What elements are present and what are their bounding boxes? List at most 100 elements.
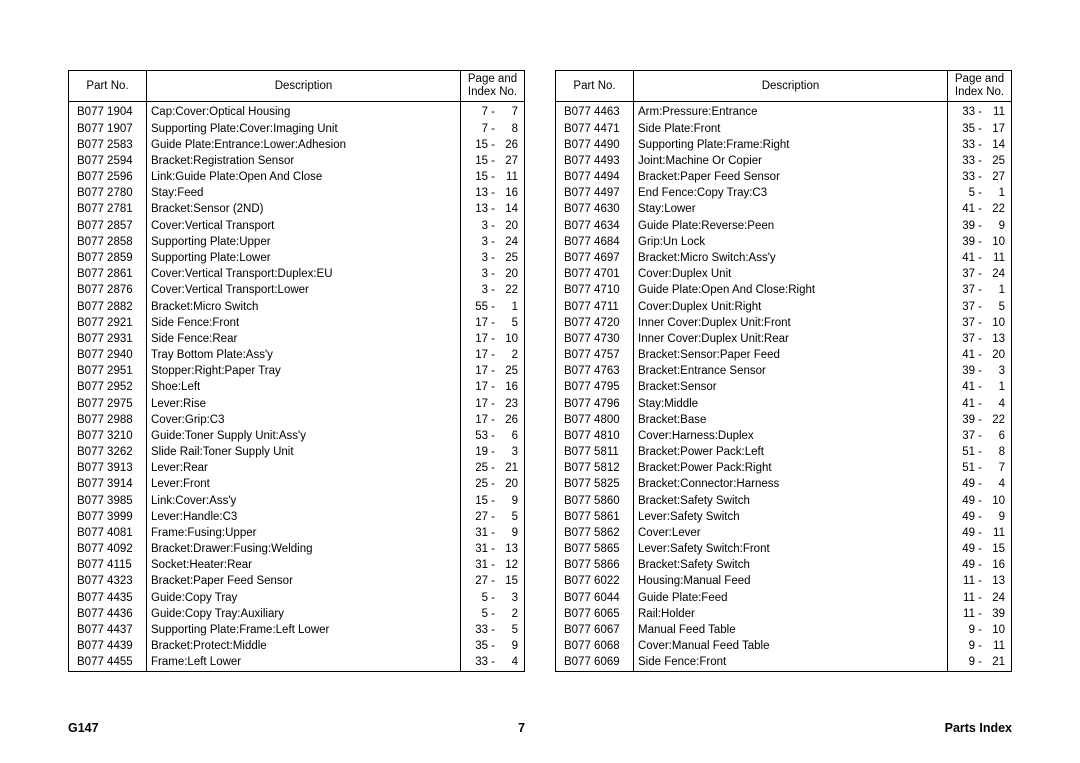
cell-partno: B077 6068 (556, 639, 634, 655)
cell-page-index: 3-20 (461, 267, 525, 283)
cell-page-index: 41-4 (948, 396, 1012, 412)
cell-page-index: 27-15 (461, 574, 525, 590)
cell-page-index: 39-22 (948, 412, 1012, 428)
cell-description: Cover:Duplex Unit:Right (634, 299, 948, 315)
table-header-row: Part No. Description Page and Index No. (69, 71, 525, 102)
cell-page-index: 9-11 (948, 639, 1012, 655)
cell-description: Joint:Machine Or Copier (634, 153, 948, 169)
table-row: B077 4697Bracket:Micro Switch:Ass'y41-11 (556, 250, 1012, 266)
cell-description: Cover:Vertical Transport:Lower (147, 283, 461, 299)
cell-page-index: 15-9 (461, 493, 525, 509)
cell-description: Bracket:Safety Switch (634, 493, 948, 509)
cell-partno: B077 5811 (556, 445, 634, 461)
cell-page-index: 25-20 (461, 477, 525, 493)
cell-page-index: 11-13 (948, 574, 1012, 590)
header-pageidx: Page and Index No. (948, 71, 1012, 102)
table-row: B077 2861Cover:Vertical Transport:Duplex… (69, 267, 525, 283)
table-row: B077 4463Arm:Pressure:Entrance33-11 (556, 102, 1012, 121)
cell-description: Supporting Plate:Frame:Left Lower (147, 622, 461, 638)
table-row: B077 4711Cover:Duplex Unit:Right37-5 (556, 299, 1012, 315)
cell-description: Side Fence:Rear (147, 331, 461, 347)
cell-description: Lever:Rise (147, 396, 461, 412)
cell-partno: B077 6044 (556, 590, 634, 606)
cell-description: Side Plate:Front (634, 121, 948, 137)
table-row: B077 3985Link:Cover:Ass'y15-9 (69, 493, 525, 509)
cell-page-index: 49-11 (948, 525, 1012, 541)
table-row: B077 2940Tray Bottom Plate:Ass'y17-2 (69, 348, 525, 364)
cell-partno: B077 3985 (69, 493, 147, 509)
cell-partno: B077 4493 (556, 153, 634, 169)
cell-partno: B077 2952 (69, 380, 147, 396)
cell-description: Supporting Plate:Lower (147, 250, 461, 266)
table-row: B077 2876Cover:Vertical Transport:Lower3… (69, 283, 525, 299)
cell-description: Arm:Pressure:Entrance (634, 102, 948, 121)
cell-description: Guide Plate:Open And Close:Right (634, 283, 948, 299)
table-row: B077 5812Bracket:Power Pack:Right51-7 (556, 461, 1012, 477)
table-row: B077 4436Guide:Copy Tray:Auxiliary5-2 (69, 606, 525, 622)
cell-page-index: 35-17 (948, 121, 1012, 137)
cell-description: Stopper:Right:Paper Tray (147, 364, 461, 380)
cell-description: Grip:Un Lock (634, 234, 948, 250)
cell-partno: B077 6069 (556, 655, 634, 672)
cell-partno: B077 4463 (556, 102, 634, 121)
cell-partno: B077 4710 (556, 283, 634, 299)
cell-partno: B077 4711 (556, 299, 634, 315)
table-row: B077 4701Cover:Duplex Unit37-24 (556, 267, 1012, 283)
cell-page-index: 37-6 (948, 428, 1012, 444)
cell-description: Lever:Safety Switch:Front (634, 542, 948, 558)
left-column: Part No. Description Page and Index No. … (68, 70, 525, 672)
cell-description: Guide Plate:Feed (634, 590, 948, 606)
cell-partno: B077 4439 (69, 639, 147, 655)
cell-description: Cap:Cover:Optical Housing (147, 102, 461, 121)
cell-page-index: 15-27 (461, 153, 525, 169)
header-pageidx-line2: Index No. (955, 86, 1004, 98)
cell-description: Cover:Vertical Transport (147, 218, 461, 234)
cell-page-index: 33-25 (948, 153, 1012, 169)
cell-page-index: 9-10 (948, 622, 1012, 638)
page-content: Part No. Description Page and Index No. … (0, 0, 1080, 672)
cell-partno: B077 3913 (69, 461, 147, 477)
table-row: B077 4800Bracket:Base39-22 (556, 412, 1012, 428)
table-row: B077 6069Side Fence:Front9-21 (556, 655, 1012, 672)
cell-page-index: 49-4 (948, 477, 1012, 493)
cell-description: Stay:Middle (634, 396, 948, 412)
cell-page-index: 49-16 (948, 558, 1012, 574)
cell-description: Lever:Rear (147, 461, 461, 477)
cell-description: Cover:Vertical Transport:Duplex:EU (147, 267, 461, 283)
table-row: B077 3262Slide Rail:Toner Supply Unit19-… (69, 445, 525, 461)
cell-description: Manual Feed Table (634, 622, 948, 638)
table-row: B077 2882Bracket:Micro Switch55-1 (69, 299, 525, 315)
header-desc: Description (634, 71, 948, 102)
cell-partno: B077 4494 (556, 170, 634, 186)
table-row: B077 4795Bracket:Sensor41-1 (556, 380, 1012, 396)
cell-page-index: 55-1 (461, 299, 525, 315)
cell-partno: B077 4436 (69, 606, 147, 622)
cell-partno: B077 2940 (69, 348, 147, 364)
cell-description: Inner Cover:Duplex Unit:Front (634, 315, 948, 331)
cell-partno: B077 4763 (556, 364, 634, 380)
table-row: B077 2781Bracket:Sensor (2ND)13-14 (69, 202, 525, 218)
cell-page-index: 7-8 (461, 121, 525, 137)
cell-partno: B077 4490 (556, 137, 634, 153)
cell-partno: B077 4720 (556, 315, 634, 331)
cell-page-index: 17-16 (461, 380, 525, 396)
cell-description: Bracket:Connector:Harness (634, 477, 948, 493)
cell-description: Guide Plate:Reverse:Peen (634, 218, 948, 234)
cell-description: Guide:Toner Supply Unit:Ass'y (147, 428, 461, 444)
cell-partno: B077 4684 (556, 234, 634, 250)
cell-page-index: 41-22 (948, 202, 1012, 218)
cell-description: Bracket:Paper Feed Sensor (634, 170, 948, 186)
cell-partno: B077 2858 (69, 234, 147, 250)
cell-partno: B077 6065 (556, 606, 634, 622)
table-row: B077 5865Lever:Safety Switch:Front49-15 (556, 542, 1012, 558)
cell-description: Bracket:Sensor (634, 380, 948, 396)
cell-description: Bracket:Drawer:Fusing:Welding (147, 542, 461, 558)
cell-description: Link:Guide Plate:Open And Close (147, 170, 461, 186)
cell-page-index: 13-14 (461, 202, 525, 218)
table-row: B077 2921Side Fence:Front17-5 (69, 315, 525, 331)
table-row: B077 4493Joint:Machine Or Copier33-25 (556, 153, 1012, 169)
cell-partno: B077 4092 (69, 542, 147, 558)
table-row: B077 5860Bracket:Safety Switch49-10 (556, 493, 1012, 509)
cell-description: Bracket:Paper Feed Sensor (147, 574, 461, 590)
cell-description: Bracket:Sensor (2ND) (147, 202, 461, 218)
